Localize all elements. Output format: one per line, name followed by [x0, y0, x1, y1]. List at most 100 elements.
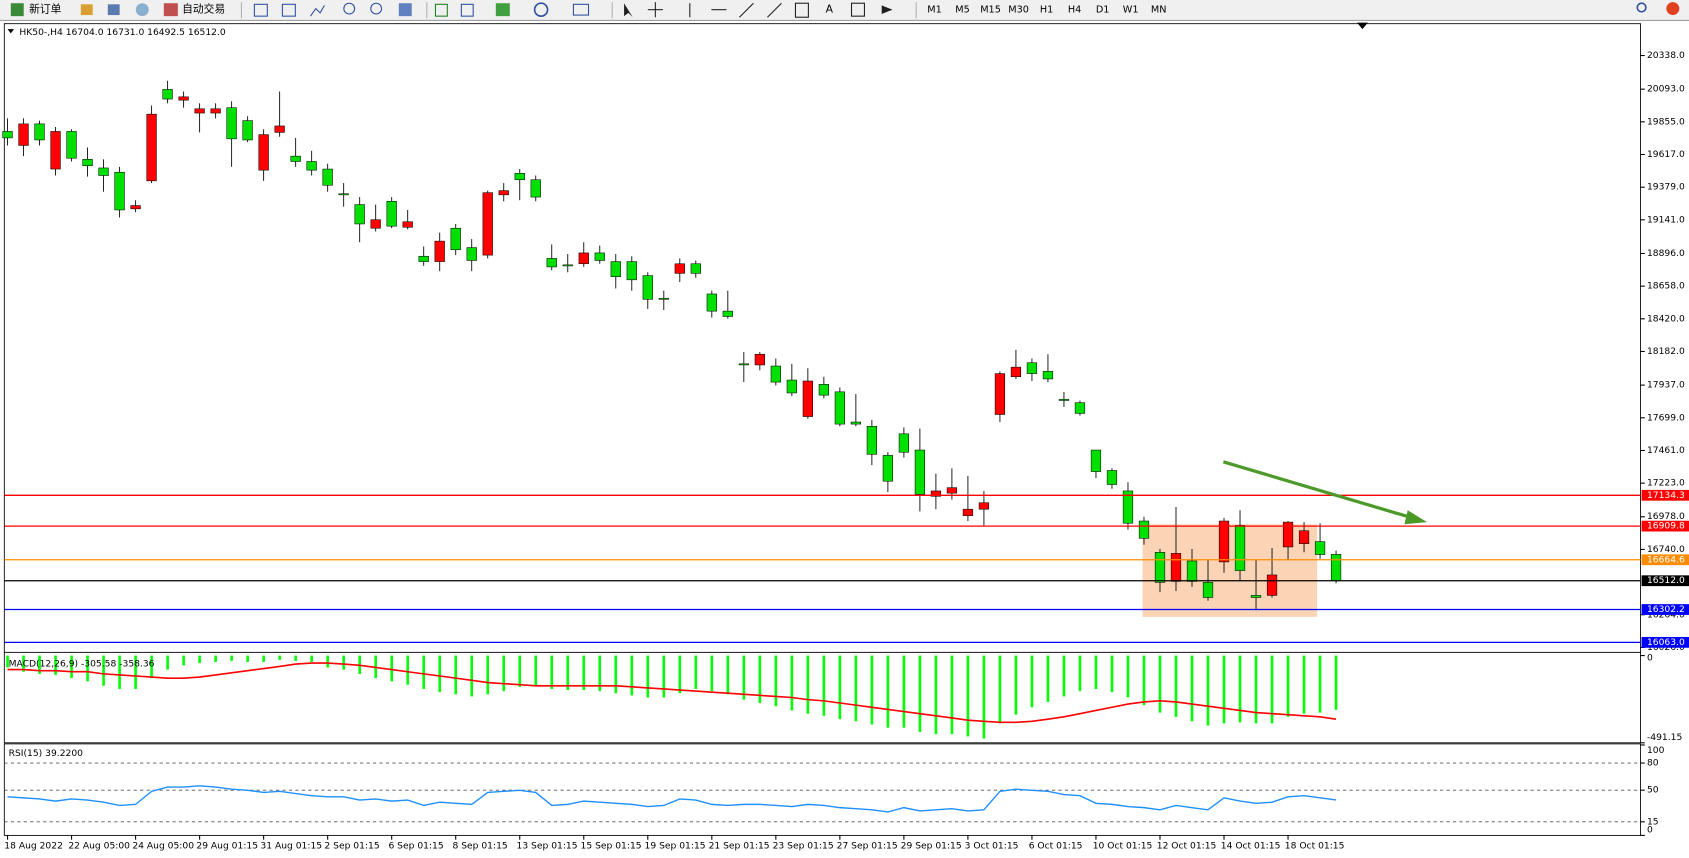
- candle-body: [946, 487, 958, 494]
- symbol-marker: [7, 29, 15, 34]
- notifications[interactable]: [1666, 2, 1680, 16]
- macd-bar: [406, 655, 409, 685]
- toolbar-icon[interactable]: [398, 3, 412, 17]
- macd-bar: [934, 655, 938, 735]
- y-tick-label: 20338.0: [1647, 51, 1685, 61]
- zoom-out[interactable]: [370, 2, 383, 15]
- y-tick-label: 0: [1647, 826, 1653, 836]
- macd-bar: [1110, 655, 1114, 693]
- candle-body: [1266, 574, 1278, 596]
- x-tick-label: 29 Aug 01:15: [196, 842, 258, 852]
- macd-bar: [1158, 655, 1162, 713]
- x-tick-label: 2 Sep 01:15: [324, 842, 379, 852]
- candle-body: [706, 293, 717, 312]
- auto-trading-button[interactable]: 自动交易: [182, 3, 225, 16]
- period-button[interactable]: M1: [927, 5, 942, 16]
- candle-body: [434, 240, 445, 262]
- macd-bar: [1126, 655, 1130, 698]
- price-tag-label: 16909.8: [1647, 522, 1685, 532]
- macd-bar: [22, 655, 25, 672]
- macd-bar: [630, 655, 634, 696]
- candle-body: [1298, 530, 1310, 544]
- y-tick-label: 17461.0: [1647, 446, 1685, 456]
- toolbar-icon[interactable]: [281, 3, 296, 17]
- text-tool[interactable]: A: [826, 3, 834, 16]
- price-tag: [1641, 489, 1689, 501]
- y-tick-label: 16026.0: [1647, 643, 1685, 653]
- y-tick-label: 20093.0: [1647, 85, 1685, 95]
- period-button[interactable]: W1: [1123, 5, 1139, 16]
- candle-body: [978, 502, 990, 510]
- toolbar-icon[interactable]: [135, 3, 149, 17]
- trendline-tool[interactable]: [739, 2, 754, 18]
- toolbar-icon[interactable]: [460, 3, 474, 17]
- toolbar-icon[interactable]: [80, 4, 93, 16]
- period-button[interactable]: H1: [1040, 5, 1053, 16]
- candle-body: [834, 391, 845, 425]
- y-tick-label: 19141.0: [1647, 215, 1685, 225]
- macd-bar: [294, 655, 297, 661]
- x-tick-label: 22 Aug 05:00: [68, 842, 130, 852]
- period-buttons: M1 M5 M15 M30 H1 H4 D1 W1 MN: [927, 5, 1166, 16]
- period-button[interactable]: M5: [955, 5, 970, 16]
- toolbar-icon[interactable]: [253, 3, 268, 17]
- macd-bar: [422, 655, 425, 689]
- candle-body: [562, 264, 573, 267]
- period-button[interactable]: H4: [1068, 5, 1081, 16]
- candle-body: [178, 96, 189, 101]
- toolbar-icon[interactable]: [309, 5, 325, 17]
- period-button[interactable]: MN: [1151, 5, 1167, 16]
- macd-bar: [966, 655, 970, 737]
- x-tick-label: 23 Sep 01:15: [773, 842, 834, 852]
- candle-body: [290, 155, 301, 162]
- macd-bar: [1286, 655, 1290, 717]
- macd-bar: [870, 655, 874, 725]
- candle-body: [498, 190, 509, 196]
- toolbar-icon[interactable]: [495, 3, 510, 17]
- zoom-in[interactable]: [343, 2, 356, 15]
- macd-bar: [726, 655, 730, 695]
- macd-bar: [918, 655, 922, 732]
- candle-body: [322, 168, 333, 186]
- period-button[interactable]: M15: [980, 5, 1001, 16]
- candle-body: [786, 379, 797, 394]
- period-button[interactable]: M30: [1008, 5, 1029, 16]
- arrow-tool[interactable]: [881, 5, 893, 14]
- cursor-tool[interactable]: [624, 3, 633, 18]
- macd-bar: [1254, 655, 1258, 724]
- candle-body: [306, 161, 317, 171]
- label-tool[interactable]: [850, 2, 865, 17]
- period-button[interactable]: D1: [1096, 5, 1110, 16]
- toolbar-icon[interactable]: [533, 2, 549, 17]
- macd-bar: [486, 655, 490, 695]
- toolbar-icon[interactable]: [572, 3, 590, 16]
- y-tick-label: 0: [1647, 653, 1653, 663]
- y-tick-label: 50: [1647, 786, 1659, 796]
- macd-bar: [198, 655, 201, 664]
- candle-body: [1138, 520, 1150, 539]
- candle-body: [722, 310, 733, 317]
- macd-bar: [1046, 655, 1050, 702]
- toolbar-icon[interactable]: [107, 4, 120, 16]
- candle-body: [754, 353, 765, 366]
- new-order-button[interactable]: 新订单: [29, 3, 62, 16]
- y-tick-label: 15: [1647, 817, 1659, 827]
- macd-panel: [3, 651, 1641, 744]
- macd-bar: [182, 655, 185, 666]
- macd-bar: [54, 655, 57, 675]
- y-tick-label: 18658.0: [1647, 282, 1685, 292]
- new-order-icon[interactable]: [10, 3, 24, 17]
- toolbar-icon[interactable]: [434, 3, 448, 17]
- rsi-panel: [3, 743, 1641, 836]
- candle-body: [114, 171, 125, 211]
- x-tick-label: 3 Oct 01:15: [965, 842, 1019, 852]
- x-tick-label: 19 Sep 01:15: [645, 842, 706, 852]
- fibo-tool[interactable]: [794, 2, 809, 18]
- auto-trading-icon[interactable]: [163, 3, 178, 17]
- search[interactable]: [1636, 2, 1647, 13]
- candle-body: [82, 159, 93, 167]
- price-tag-label: 17134.3: [1647, 491, 1685, 501]
- candle-body: [514, 173, 525, 181]
- channel-tool[interactable]: [767, 2, 782, 18]
